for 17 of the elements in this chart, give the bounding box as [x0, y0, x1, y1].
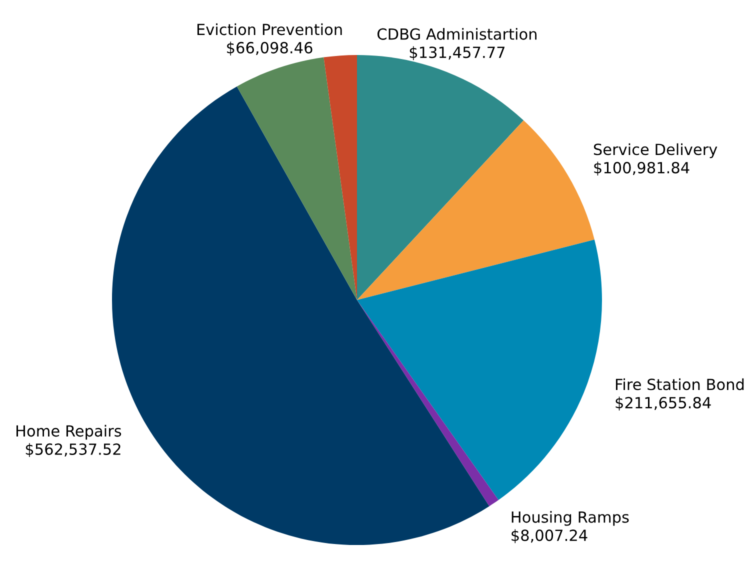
- pie-slice: [357, 120, 594, 300]
- data-label: $8,007.24: [512, 529, 588, 544]
- slice-label: CDBG Administartion: [378, 28, 536, 40]
- data-label: $211,655.84: [616, 396, 711, 410]
- data-label: $131,457.77: [410, 46, 504, 60]
- pie-slice: [324, 55, 357, 300]
- slice-label: Home Repairs: [16, 424, 122, 440]
- pie-slice: [357, 300, 499, 506]
- pie-slice: [357, 240, 602, 500]
- slice-label: Housing Ramps: [512, 511, 629, 526]
- data-label: $66,098.46: [227, 42, 312, 56]
- data-label: $100,981.84: [594, 162, 690, 176]
- slice-label: Fire Station Bond: [616, 378, 744, 390]
- pie-slice: [236, 57, 357, 300]
- slice-label: Service Delivery: [594, 143, 718, 158]
- slice-label: Eviction Prevention: [197, 23, 342, 36]
- data-label: $562,537.52: [26, 443, 120, 457]
